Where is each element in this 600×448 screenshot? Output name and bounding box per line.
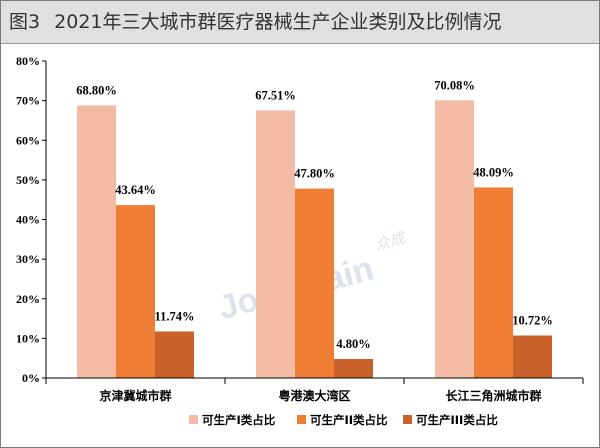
x-axis: 京津冀城市群 粤港澳大湾区 长江三角洲城市群	[45, 377, 584, 403]
chart-title: 图3 2021年三大城市群医疗器械生产企业类别及比例情况	[1, 1, 599, 44]
legend-swatch	[403, 415, 412, 424]
y-tick-label: 10%	[16, 331, 40, 345]
y-tick-label: 30%	[16, 252, 40, 266]
watermark-cjk: 众成	[373, 228, 409, 254]
legend-label: 可生产III类占比	[416, 413, 498, 427]
data-labels: 68.80% 43.64% 11.74% 67.51% 47.80% 4.80% 70.08…	[76, 78, 553, 351]
data-label: 11.74%	[155, 309, 195, 323]
y-axis: 0% 10% 20% 30% 40% 50% 60% 70% 80%	[16, 54, 47, 385]
data-label: 43.64%	[115, 183, 156, 197]
x-category-label: 长江三角洲城市群	[445, 388, 541, 403]
x-category-label: 粤港澳大湾区	[278, 388, 350, 403]
data-label: 4.80%	[336, 337, 370, 351]
bar	[295, 188, 334, 378]
bars	[77, 100, 552, 379]
bar	[474, 187, 513, 378]
data-label: 10.72%	[512, 314, 553, 328]
data-label: 67.51%	[255, 88, 296, 102]
legend-swatch	[189, 415, 198, 424]
y-tick-label: 20%	[16, 292, 40, 306]
legend-label: 可生产II类占比	[310, 413, 388, 427]
title-text: 2021年三大城市群医疗器械生产企业类别及比例情况	[54, 11, 502, 33]
data-label: 70.08%	[434, 78, 475, 92]
legend-label: 可生产I类占比	[202, 413, 276, 427]
data-label: 47.80%	[294, 167, 335, 181]
bar	[513, 335, 552, 378]
y-tick-label: 70%	[16, 94, 40, 108]
y-tick-label: 80%	[16, 54, 40, 68]
bar	[116, 205, 155, 378]
bar	[155, 331, 194, 378]
y-tick-label: 50%	[16, 173, 40, 187]
data-label: 68.80%	[76, 83, 117, 97]
figure-number: 图3	[9, 11, 41, 33]
bar	[77, 105, 116, 378]
y-tick-label: 0%	[22, 371, 40, 385]
bar	[334, 358, 373, 378]
x-category-label: 京津冀城市群	[99, 388, 171, 403]
bar-chart: Joinchain 众成 0%10%20%30%40%50%60%70%80% …	[16, 54, 584, 427]
legend: 可生产I类占比 可生产II类占比 可生产III类占比	[189, 413, 498, 427]
data-label: 48.09%	[473, 165, 514, 179]
y-tick-label: 60%	[16, 133, 40, 147]
y-tick-label: 40%	[16, 213, 40, 227]
legend-swatch	[297, 415, 306, 424]
bar	[435, 100, 474, 379]
bar	[256, 110, 295, 378]
